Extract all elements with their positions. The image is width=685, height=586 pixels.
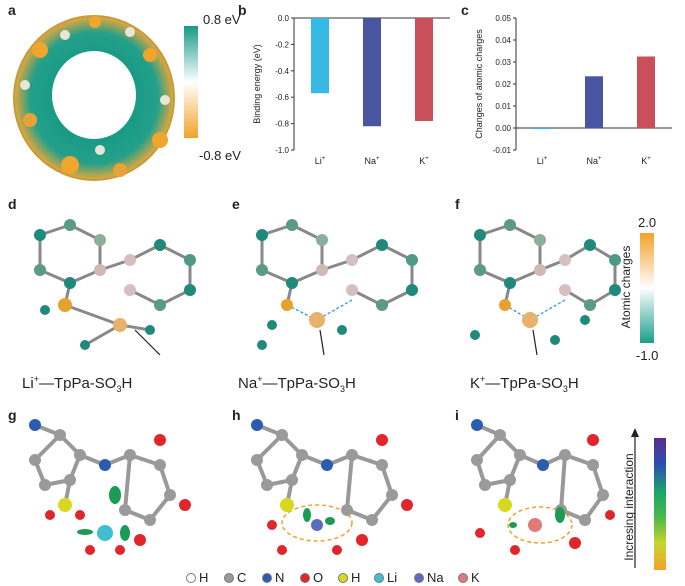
binding-energy-y-tick-label: -1.0 xyxy=(275,146,289,155)
k-interaction-structure xyxy=(471,419,615,555)
k-atom-icon xyxy=(458,572,468,583)
charge-change-y-tick-label: 0.02 xyxy=(495,80,511,89)
interaction-arrow-icon xyxy=(631,428,639,568)
o-atom-icon xyxy=(300,572,310,583)
binding-energy-chart: 0.0 -0.2 -0.4 -0.6 -0.8 -1.0 Binding energy (e… xyxy=(252,14,450,166)
charge-change-category-label: K+ xyxy=(641,156,651,166)
binding-energy-bar-li xyxy=(311,18,329,94)
charge-change-y-axis-label: Changes of atomic charges xyxy=(474,29,484,139)
sulfonic-h-atom-icon xyxy=(338,572,348,583)
charge-change-y-tick-label: 0.01 xyxy=(495,102,511,111)
binding-energy-y-tick-label: 0.0 xyxy=(278,14,290,23)
panel-letter-g: g xyxy=(8,407,17,423)
legend-item-na: Na xyxy=(414,570,444,585)
esp-ring-image xyxy=(13,15,175,181)
legend-item-h: H xyxy=(186,570,208,585)
interaction-colorbar xyxy=(654,438,666,570)
k-complex-label: K+—TpPa-SO3H xyxy=(470,374,579,394)
legend-item-k: K xyxy=(458,570,480,585)
interaction-colorbar-label: Incresing interaction xyxy=(622,453,636,561)
legend-item-li: Li xyxy=(374,570,397,585)
panel-letter-d: d xyxy=(8,196,17,212)
binding-energy-category-label: Na+ xyxy=(364,156,380,166)
na-complex-label: Na+—TpPa-SO3H xyxy=(238,374,356,394)
charge-change-bar-li xyxy=(533,128,551,130)
atomic-charge-change-chart: 0.05 0.04 0.03 0.02 0.01 0.00 -0.01 Changes of … xyxy=(474,14,672,166)
binding-energy-y-tick-label: -0.4 xyxy=(275,67,289,76)
c-atom-icon xyxy=(224,572,234,583)
panel-letter-b: b xyxy=(238,2,247,18)
binding-energy-y-axis-label: Binding energy (eV) xyxy=(252,44,262,124)
esp-colorbar-top-label: 0.8 eV xyxy=(203,12,241,27)
na-complex-structure xyxy=(256,219,418,356)
binding-energy-y-tick-label: -0.2 xyxy=(275,40,289,49)
charge-change-y-tick-label: 0.00 xyxy=(495,124,511,133)
charge-change-y-tick-label: -0.01 xyxy=(493,146,512,155)
legend-item-c: C xyxy=(224,570,246,585)
panel-letter-e: e xyxy=(232,196,240,212)
charge-change-category-label: Na+ xyxy=(586,156,602,166)
li-complex-label: Li+—TpPa-SO3H xyxy=(22,374,133,394)
li-interaction-structure xyxy=(29,419,191,555)
charge-colorbar xyxy=(640,233,654,343)
charge-colorbar-axis-label: Atomic charges xyxy=(619,245,633,329)
binding-energy-category-label: K+ xyxy=(419,156,429,166)
binding-energy-y-tick-label: -0.6 xyxy=(275,93,289,102)
li-atom-icon xyxy=(374,572,384,583)
charge-change-bar-k xyxy=(637,56,655,128)
na-atom-icon xyxy=(414,572,424,583)
charge-change-y-tick-label: 0.04 xyxy=(495,36,511,45)
li-complex-structure xyxy=(34,219,196,356)
legend-item-n: N xyxy=(262,570,284,585)
charge-colorbar-top-label: 2.0 xyxy=(638,215,657,230)
esp-colorbar xyxy=(184,26,198,138)
binding-energy-y-tick-label: -0.8 xyxy=(275,120,289,129)
charge-colorbar-bottom-label: -1.0 xyxy=(636,348,659,363)
panel-letter-f: f xyxy=(455,196,460,212)
panel-letter-a: a xyxy=(8,2,16,18)
esp-colorbar-bottom-label: -0.8 eV xyxy=(199,148,241,163)
panel-letter-h: h xyxy=(232,407,241,423)
charge-change-y-tick-label: 0.03 xyxy=(495,58,511,67)
panel-letter-i: i xyxy=(455,407,459,423)
binding-energy-bar-k xyxy=(415,18,433,121)
charge-change-category-label: Li+ xyxy=(537,156,548,166)
charge-change-bar-na xyxy=(585,76,603,128)
binding-energy-category-label: Li+ xyxy=(315,156,326,166)
charge-change-y-tick-label: 0.05 xyxy=(495,14,511,23)
legend-item-h-sulfonic: H xyxy=(338,570,360,585)
legend-item-o: O xyxy=(300,570,323,585)
na-interaction-structure xyxy=(251,419,413,555)
k-complex-structure xyxy=(470,219,621,356)
panel-letter-c: c xyxy=(461,2,469,18)
binding-energy-bar-na xyxy=(363,18,381,127)
n-atom-icon xyxy=(262,572,272,583)
h-atom-icon xyxy=(186,572,196,583)
